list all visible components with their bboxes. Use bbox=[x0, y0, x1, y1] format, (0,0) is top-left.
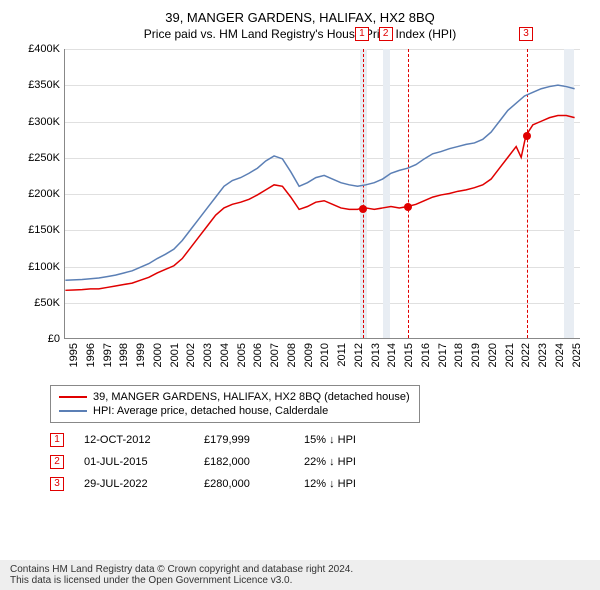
legend-item: HPI: Average price, detached house, Cald… bbox=[59, 404, 411, 418]
sale-marker-badge: 3 bbox=[519, 27, 533, 41]
y-tick-label: £0 bbox=[16, 333, 60, 345]
x-tick-label: 2013 bbox=[370, 343, 382, 367]
sale-row-marker: 2 bbox=[50, 455, 64, 469]
x-tick-label: 2011 bbox=[336, 343, 348, 367]
x-tick-label: 2012 bbox=[353, 343, 365, 367]
x-tick-label: 2024 bbox=[554, 343, 566, 367]
legend-box: 39, MANGER GARDENS, HALIFAX, HX2 8BQ (de… bbox=[50, 385, 420, 423]
x-tick-label: 2010 bbox=[319, 343, 331, 367]
x-tick-label: 2014 bbox=[386, 343, 398, 367]
sale-diff: 12% ↓ HPI bbox=[304, 478, 404, 490]
y-tick-label: £350K bbox=[16, 79, 60, 91]
y-tick-label: £100K bbox=[16, 261, 60, 273]
x-tick-label: 1998 bbox=[118, 343, 130, 367]
x-tick-label: 2005 bbox=[236, 343, 248, 367]
x-tick-label: 2000 bbox=[152, 343, 164, 367]
legend-item: 39, MANGER GARDENS, HALIFAX, HX2 8BQ (de… bbox=[59, 390, 411, 404]
footer-line-2: This data is licensed under the Open Gov… bbox=[10, 575, 590, 586]
x-tick-label: 2017 bbox=[437, 343, 449, 367]
footer-line-1: Contains HM Land Registry data © Crown c… bbox=[10, 564, 590, 575]
sales-table: 1 12-OCT-2012 £179,999 15% ↓ HPI 2 01-JUL-201… bbox=[50, 429, 590, 495]
series-property bbox=[65, 115, 574, 290]
y-tick-label: £250K bbox=[16, 152, 60, 164]
y-tick-label: £200K bbox=[16, 188, 60, 200]
x-tick-label: 2018 bbox=[453, 343, 465, 367]
sale-row: 3 29-JUL-2022 £280,000 12% ↓ HPI bbox=[50, 473, 590, 495]
sale-price: £179,999 bbox=[204, 434, 284, 446]
sale-point-dot bbox=[359, 205, 367, 213]
x-tick-label: 1996 bbox=[85, 343, 97, 367]
chart-subtitle: Price paid vs. HM Land Registry's House … bbox=[10, 27, 590, 41]
chart-container: 39, MANGER GARDENS, HALIFAX, HX2 8BQ Pri… bbox=[0, 0, 600, 590]
x-tick-label: 1999 bbox=[135, 343, 147, 367]
x-tick-label: 2016 bbox=[420, 343, 432, 367]
sale-marker-badge: 2 bbox=[379, 27, 393, 41]
sale-price: £280,000 bbox=[204, 478, 284, 490]
plot-region bbox=[64, 49, 580, 339]
y-tick-label: £300K bbox=[16, 116, 60, 128]
x-tick-label: 2023 bbox=[537, 343, 549, 367]
x-tick-label: 2006 bbox=[252, 343, 264, 367]
sale-marker-badge: 1 bbox=[355, 27, 369, 41]
y-tick-label: £50K bbox=[16, 297, 60, 309]
legend-label: HPI: Average price, detached house, Cald… bbox=[93, 405, 328, 417]
x-tick-label: 1997 bbox=[102, 343, 114, 367]
sale-diff: 15% ↓ HPI bbox=[304, 434, 404, 446]
legend-label: 39, MANGER GARDENS, HALIFAX, HX2 8BQ (de… bbox=[93, 391, 410, 403]
sale-row: 1 12-OCT-2012 £179,999 15% ↓ HPI bbox=[50, 429, 590, 451]
x-tick-label: 2009 bbox=[303, 343, 315, 367]
y-tick-label: £150K bbox=[16, 224, 60, 236]
legend-swatch bbox=[59, 396, 87, 398]
sale-date: 29-JUL-2022 bbox=[84, 478, 184, 490]
sale-price: £182,000 bbox=[204, 456, 284, 468]
sale-point-dot bbox=[523, 132, 531, 140]
x-tick-label: 2004 bbox=[219, 343, 231, 367]
sale-row: 2 01-JUL-2015 £182,000 22% ↓ HPI bbox=[50, 451, 590, 473]
chart-lines-svg bbox=[65, 49, 580, 338]
x-tick-label: 2020 bbox=[487, 343, 499, 367]
x-tick-label: 2003 bbox=[202, 343, 214, 367]
series-hpi bbox=[65, 85, 574, 280]
x-tick-label: 2025 bbox=[571, 343, 583, 367]
x-tick-label: 2019 bbox=[470, 343, 482, 367]
chart-area: £0£50K£100K£150K£200K£250K£300K£350K£400… bbox=[20, 49, 580, 379]
x-tick-label: 2007 bbox=[269, 343, 281, 367]
chart-title: 39, MANGER GARDENS, HALIFAX, HX2 8BQ bbox=[10, 10, 590, 25]
x-tick-label: 2022 bbox=[520, 343, 532, 367]
y-tick-label: £400K bbox=[16, 43, 60, 55]
x-tick-label: 2008 bbox=[286, 343, 298, 367]
x-tick-label: 2021 bbox=[504, 343, 516, 367]
x-tick-label: 1995 bbox=[68, 343, 80, 367]
x-tick-label: 2002 bbox=[185, 343, 197, 367]
sale-diff: 22% ↓ HPI bbox=[304, 456, 404, 468]
x-tick-label: 2015 bbox=[403, 343, 415, 367]
footer: Contains HM Land Registry data © Crown c… bbox=[0, 560, 600, 590]
sale-date: 12-OCT-2012 bbox=[84, 434, 184, 446]
sale-date: 01-JUL-2015 bbox=[84, 456, 184, 468]
sale-row-marker: 1 bbox=[50, 433, 64, 447]
sale-point-dot bbox=[404, 203, 412, 211]
legend-swatch bbox=[59, 410, 87, 412]
sale-row-marker: 3 bbox=[50, 477, 64, 491]
x-tick-label: 2001 bbox=[169, 343, 181, 367]
